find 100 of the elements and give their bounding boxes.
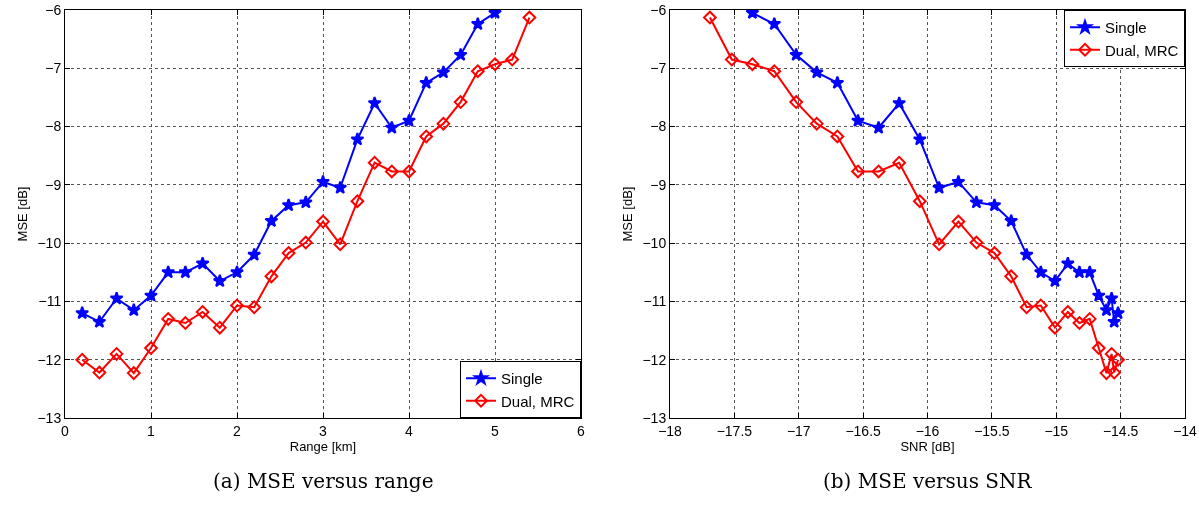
point [281,246,296,260]
point [892,155,907,170]
point [367,95,382,110]
point [912,194,927,209]
point [384,120,399,134]
point [745,57,760,72]
point [436,65,451,79]
y-tick-label: −9 [45,176,62,193]
point [212,320,227,335]
point [350,194,365,209]
point [92,365,107,380]
point [871,120,886,134]
point [316,174,330,189]
point [830,75,845,89]
point [1111,352,1125,367]
point [1111,305,1126,320]
x-tick-label: 2 [233,422,242,439]
legend-label: Single [1105,19,1147,37]
y-tick-label: −13 [37,409,62,426]
point [1104,347,1119,361]
x-tick-label: −17 [786,422,811,439]
x-tick-label: −14.5 [1102,422,1139,439]
y-tick-label: −11 [38,293,62,310]
point [932,237,946,252]
y-tick-label: −7 [45,60,62,77]
point [809,116,824,131]
x-axis-title: Range [km] [289,439,357,455]
x-tick-label: −14 [1173,422,1198,439]
point [1019,300,1034,315]
point [419,129,434,144]
y-tick-label: −12 [642,351,667,368]
point [109,347,124,361]
text: (b) MSE versus SNR [823,469,1033,493]
point [987,246,1002,260]
point [178,316,193,330]
point [264,213,279,228]
point [92,314,107,328]
point [367,155,382,170]
x-tick-label: 6 [577,422,586,439]
point [75,305,90,320]
point [419,75,434,89]
point [871,164,886,179]
point [1082,264,1097,279]
point [809,65,824,79]
point [470,64,485,79]
point [767,16,782,31]
point [767,64,782,79]
y-tick-label: −6 [45,1,62,18]
point [247,300,262,315]
point [505,52,520,67]
point [1019,247,1034,261]
point [470,16,485,31]
point [281,197,296,212]
point [1060,305,1075,319]
point [402,164,416,179]
point [488,57,502,72]
y-tick-label: −9 [650,176,667,193]
point [1091,341,1106,355]
point [724,52,739,67]
y-tick-label: −7 [650,60,667,77]
point [247,247,262,261]
y-tick-label: −12 [37,351,62,368]
point [851,164,865,179]
point [850,113,865,127]
x-tick-label: 4 [405,422,414,439]
point [932,180,947,194]
point [1072,316,1087,330]
point [402,113,416,127]
x-tick-label: 1 [147,422,156,439]
point [987,197,1002,212]
x-tick-label: −15 [1044,422,1069,439]
x-tick-label: −16.5 [845,422,882,439]
point [436,116,451,131]
point [789,95,804,109]
point [161,264,176,279]
point [1048,320,1062,335]
point [195,305,210,319]
point [144,341,158,355]
point [453,95,468,109]
point [1099,366,1114,380]
point [789,47,804,61]
point [892,95,907,110]
point [195,256,210,270]
text: (a) MSE versus range [213,469,434,493]
legend-label: Dual, MRC [1105,41,1179,59]
point [298,195,313,209]
point [75,352,90,367]
point [109,291,124,305]
y-tick-label: −10 [37,235,62,252]
point [333,180,348,194]
point [384,164,399,179]
point [453,47,468,61]
point [1107,365,1122,380]
legend-label: Single [501,370,543,388]
point [350,132,365,146]
point [703,10,717,25]
y-axis-title: MSE [dB] [620,186,636,242]
point [1047,273,1062,288]
point [178,264,193,279]
point [144,288,158,302]
